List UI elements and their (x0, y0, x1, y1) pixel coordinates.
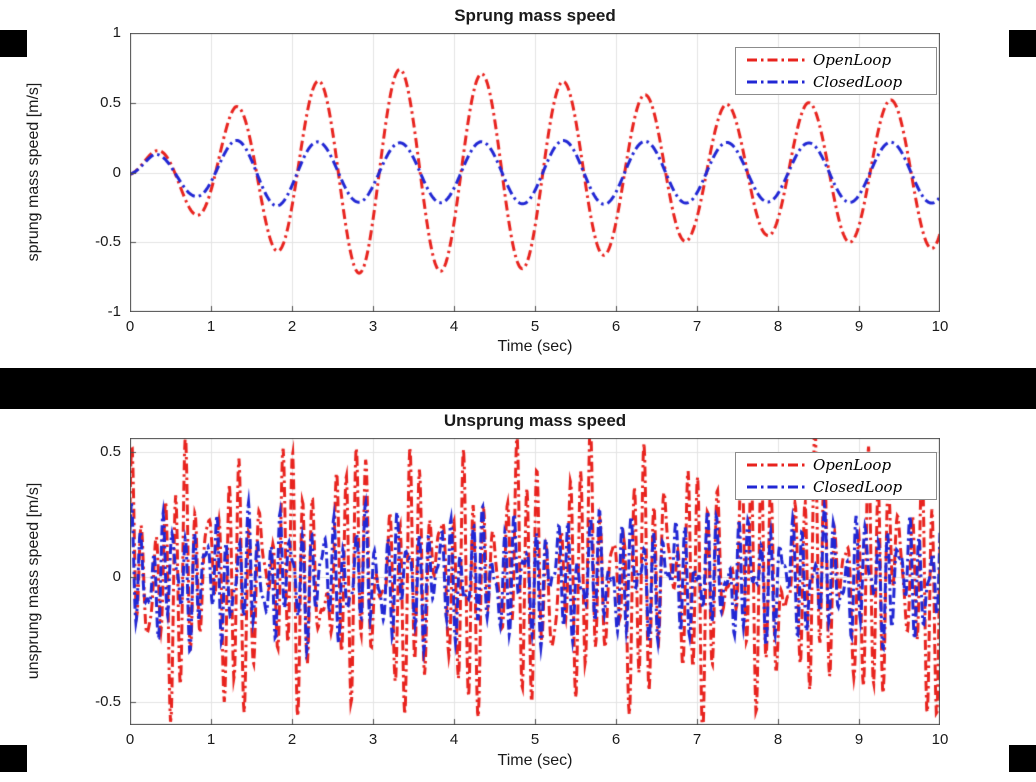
x-tick-label: 7 (692, 731, 702, 748)
x-tick-label: 0 (125, 318, 135, 335)
x-tick-label: 0 (125, 731, 135, 748)
x-tick-label: 4 (449, 318, 459, 335)
sprung-chart-title: Sprung mass speed (454, 6, 616, 25)
x-tick-label: 8 (773, 318, 783, 335)
unsprung-legend: OpenLoop ClosedLoop (735, 452, 937, 500)
sprung-x-axis-label: Time (sec) (497, 338, 573, 355)
x-tick-label: 9 (854, 731, 864, 748)
unsprung-chart-title: Unsprung mass speed (443, 411, 627, 430)
x-tick-label: 1 (206, 731, 216, 748)
openloop-dashdot-line-icon (747, 463, 805, 467)
x-tick-label: 10 (931, 731, 949, 748)
unsprung-x-axis-label: Time (sec) (497, 752, 573, 769)
x-tick-label: 3 (368, 318, 378, 335)
corner-marker-top-right (1009, 30, 1036, 57)
x-tick-label: 8 (773, 731, 783, 748)
y-tick-label: 0 (112, 568, 121, 586)
separator-band (0, 368, 1036, 409)
closedloop-legend-label: ClosedLoop (813, 72, 903, 91)
corner-marker-top-left (0, 30, 27, 57)
x-tick-label: 2 (287, 731, 297, 748)
x-tick-label: 5 (530, 731, 540, 748)
closedloop-dashdot-line-icon (747, 485, 805, 489)
x-tick-label: 6 (611, 731, 621, 748)
y-tick-label: -0.5 (95, 693, 121, 711)
x-tick-label: 6 (611, 318, 621, 335)
sprung-legend: OpenLoop ClosedLoop (735, 47, 937, 95)
x-tick-label: 3 (368, 731, 378, 748)
x-tick-label: 2 (287, 318, 297, 335)
openloop-legend-label: OpenLoop (813, 456, 892, 475)
unsprung-y-axis-label: unsprung mass speed [m/s] (25, 482, 42, 680)
legend-entry-closedloop: ClosedLoop (745, 73, 927, 92)
closedloop-dashdot-line-icon (747, 80, 805, 84)
x-tick-label: 10 (931, 318, 949, 335)
corner-marker-bottom-right (1009, 745, 1036, 772)
x-tick-label: 5 (530, 318, 540, 335)
y-tick-label: -1 (107, 303, 121, 320)
y-tick-label: -0.5 (95, 233, 121, 251)
x-tick-label: 7 (692, 318, 702, 335)
legend-entry-closedloop: ClosedLoop (745, 478, 927, 497)
legend-entry-openloop: OpenLoop (745, 51, 927, 70)
x-tick-label: 9 (854, 318, 864, 335)
closedloop-legend-label: ClosedLoop (813, 477, 903, 496)
openloop-dashdot-line-icon (747, 58, 805, 62)
corner-marker-bottom-left (0, 745, 27, 772)
openloop-legend-label: OpenLoop (813, 51, 892, 70)
y-tick-label: 0.5 (100, 93, 121, 111)
y-tick-label: 0.5 (100, 443, 121, 461)
x-tick-label: 4 (449, 731, 459, 748)
sprung-y-axis-label: sprung mass speed [m/s] (25, 82, 42, 262)
y-tick-label: 1 (112, 24, 121, 41)
y-tick-label: 0 (112, 163, 121, 181)
x-tick-label: 1 (206, 318, 216, 335)
legend-entry-openloop: OpenLoop (745, 456, 927, 475)
